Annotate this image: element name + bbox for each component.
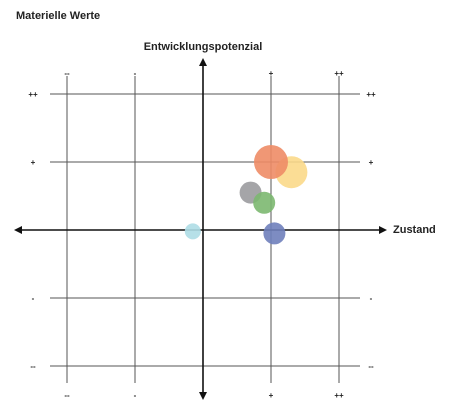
- x-tick-label-top-1: --: [64, 69, 70, 78]
- x-axis-label: Zustand: [393, 224, 436, 236]
- chart-title: Materielle Werte: [16, 10, 100, 22]
- y-tick-label-right-3: -: [370, 294, 373, 303]
- y-tick-label-left-1: ++: [28, 90, 38, 99]
- x-tick-label-top-2: -: [134, 69, 137, 78]
- y-tick-label-left-4: --: [30, 362, 36, 371]
- y-tick-label-right-2: +: [369, 158, 374, 167]
- tick-labels: ------++++++++ +++ +- --- --: [28, 69, 376, 400]
- bubbles: [184, 145, 308, 245]
- x-tick-label-bottom-3: +: [269, 391, 274, 400]
- bubble-5: [263, 222, 286, 245]
- y-axis-label: Entwicklungspotenzial: [144, 41, 263, 53]
- bubble-6: [184, 223, 201, 240]
- x-tick-label-top-3: +: [269, 69, 274, 78]
- x-tick-label-bottom-1: --: [64, 391, 70, 400]
- y-tick-label-right-1: ++: [366, 90, 376, 99]
- bubble-4: [253, 191, 276, 214]
- bubble-2: [254, 145, 288, 179]
- y-tick-label-right-4: --: [368, 362, 374, 371]
- x-axis-arrow-left: [14, 226, 22, 234]
- y-axis-arrow-up: [199, 58, 207, 66]
- x-axis-arrow-right: [379, 226, 387, 234]
- y-tick-label-left-3: -: [32, 294, 35, 303]
- x-tick-label-bottom-2: -: [134, 391, 137, 400]
- axes: [14, 58, 387, 400]
- y-tick-label-left-2: +: [31, 158, 36, 167]
- x-tick-label-bottom-4: ++: [334, 391, 344, 400]
- y-axis-arrow-down: [199, 392, 207, 400]
- x-tick-label-top-4: ++: [334, 69, 344, 78]
